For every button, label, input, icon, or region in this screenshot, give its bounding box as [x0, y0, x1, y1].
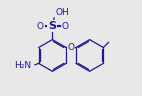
Text: O: O: [36, 22, 43, 31]
Text: O: O: [61, 22, 68, 31]
Text: OH: OH: [55, 8, 69, 17]
Text: H₂N: H₂N: [14, 61, 31, 70]
Text: O: O: [67, 43, 75, 52]
Text: S: S: [48, 21, 56, 31]
